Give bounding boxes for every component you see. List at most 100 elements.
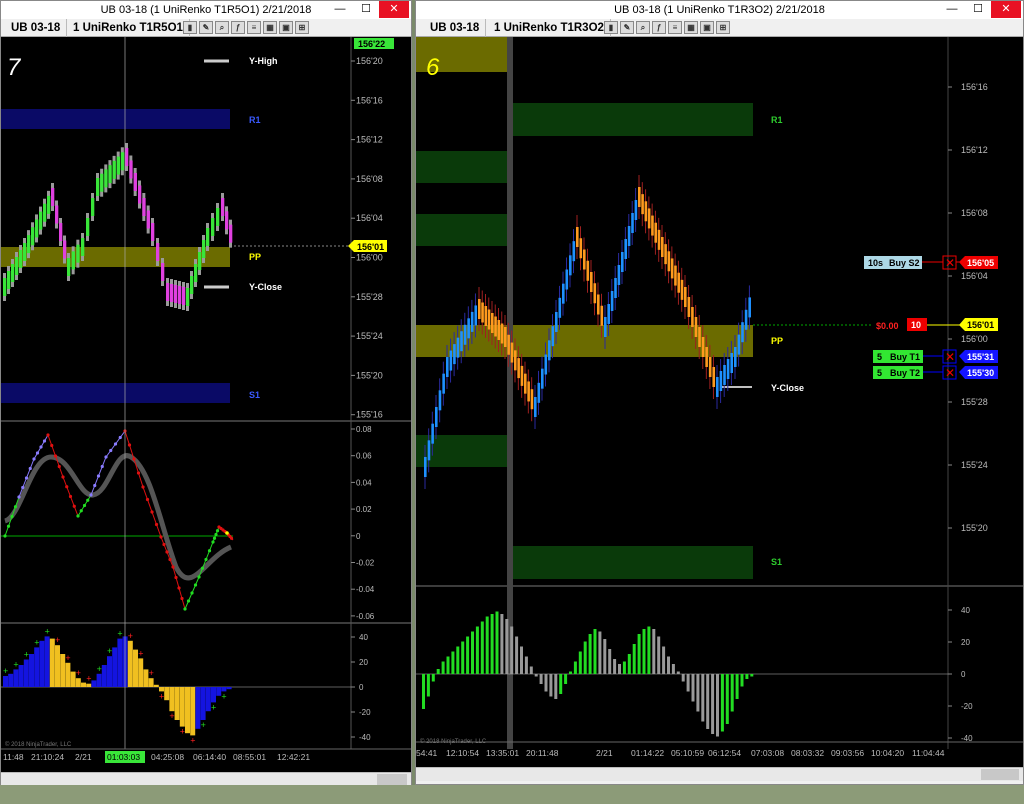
renko-bar [27,235,31,254]
draw-tool-icon[interactable]: ✎ [620,21,634,34]
right-minimize-button[interactable]: — [946,3,958,15]
hist-tick-label: -40 [359,733,371,742]
hist-bar [642,629,646,674]
zoom-icon[interactable]: ⌕ [215,21,229,34]
osc-tick-label: -0.02 [356,559,375,568]
r1-band [1,109,230,129]
left-minimize-button[interactable]: — [334,3,346,15]
hist-bar [740,674,744,687]
renko-bar [631,213,634,233]
hist-bar [500,614,504,674]
renko-bar [680,279,684,300]
right-maximize-button[interactable]: ☐ [973,3,983,15]
renko-bar [474,305,478,326]
left-maximize-button[interactable]: ☐ [361,3,371,15]
renko-bar [624,239,627,259]
right-chart-area[interactable]: R1 PP Y-Close S1 6 156'16 156'12 156'08 156… [416,37,1023,767]
svg-text:156'01: 156'01 [967,320,994,330]
hist-bar [627,654,631,674]
hist-tick-label: 20 [961,638,970,647]
renko-bar [562,283,565,304]
renko-bar [142,198,146,216]
left-close-button[interactable]: ✕ [379,1,409,18]
order-buy-t1[interactable]: 5 Buy T1 ✕ 155'31 [873,349,998,364]
left-chart-canvas[interactable]: Y-High R1 PP Y-Close S1 7 156'20156'1615… [1,37,411,773]
renko-bar [586,260,590,281]
right-period-selector[interactable]: 1 UniRenko T1R3O2 [488,19,611,37]
zoom-icon[interactable]: ⌕ [636,21,650,34]
cancel-order-icon[interactable] [942,365,957,380]
chart-trader-icon[interactable]: ⊞ [716,21,730,34]
renko-bar [484,306,488,326]
bars-type-icon[interactable]: ▮ [604,21,618,34]
hist-bar [559,674,563,694]
time-label: 06:12:54 [708,748,741,758]
indicators-icon[interactable]: ƒ [652,21,666,34]
order-buy-s2[interactable]: 10s Buy S2 ✕ 156'05 [864,255,998,270]
renko-bar [76,244,80,263]
renko-bar [481,302,484,323]
renko-bar [716,377,719,397]
hist-bar [681,674,685,682]
order-buy-t2[interactable]: 5 Buy T2 ✕ 155'30 [873,365,998,380]
chart-trader-icon[interactable]: ⊞ [295,21,309,34]
price-tick-label: 156'12 [356,135,383,145]
left-horizontal-scrollbar[interactable] [1,772,411,786]
s1-band [513,546,753,579]
renko-bar [178,286,182,304]
renko-bar [91,198,95,216]
left-chart-area[interactable]: Y-High R1 PP Y-Close S1 7 156'20 156'16 15… [1,37,411,773]
renko-bar [627,226,631,246]
renko-bar [112,160,116,179]
properties-icon[interactable]: ▦ [263,21,277,34]
snapshot-icon[interactable]: ▣ [279,21,293,34]
bars-type-icon[interactable]: ▮ [183,21,197,34]
time-label: 2/21 [75,752,92,762]
renko-bar [55,205,59,224]
hist-marker: + [107,646,112,656]
hist-bar [622,661,626,674]
hist-bar [598,631,602,674]
osc-tick-label: 0.02 [356,505,372,514]
hist-bar [691,674,695,702]
right-instrument-selector[interactable]: UB 03-18 [424,19,487,37]
position-marker[interactable]: $0.00 10 156'01 [876,318,998,331]
renko-bar [120,152,125,171]
renko-bar [507,334,510,355]
renko-bar [63,240,67,259]
hist-bar [195,687,201,729]
properties-icon[interactable]: ▦ [684,21,698,34]
snapshot-icon[interactable]: ▣ [700,21,714,34]
hist-bar [671,664,675,674]
right-close-button[interactable]: ✕ [991,1,1021,18]
hist-bar [510,626,514,674]
draw-tool-icon[interactable]: ✎ [199,21,213,34]
renko-bar [517,358,520,379]
price-tick-label: 155'20 [961,523,988,533]
right-chart-canvas[interactable]: R1 PP Y-Close S1 6 156'16156'12156'08156… [416,37,1023,767]
hist-bar [96,673,102,687]
renko-bar [641,194,644,215]
strategies-icon[interactable]: ≡ [668,21,682,34]
hist-bar [524,656,528,674]
osc-dot [171,565,175,569]
left-period-selector[interactable]: 1 UniRenko T1R5O1 [67,19,190,37]
time-label: 09:03:56 [831,748,864,758]
right-horizontal-scrollbar[interactable] [416,767,1023,781]
left-instrument-selector[interactable]: UB 03-18 [5,19,68,37]
renko-bar [534,397,537,417]
strategies-icon[interactable]: ≡ [247,21,261,34]
hist-bar [117,638,123,687]
renko-bar [494,316,497,337]
osc-tick-label: 0.04 [356,478,372,487]
current-price-badge: 156'01 [348,240,387,252]
cancel-order-icon[interactable] [942,349,957,364]
osc-dot [197,575,201,579]
hist-marker: + [221,691,226,701]
hist-marker: + [117,629,122,639]
indicators-icon[interactable]: ƒ [231,21,245,34]
hist-bar [539,674,543,684]
renko-bar [456,337,460,358]
price-tick-label: 156'00 [356,253,383,263]
hist-bar [426,674,430,697]
